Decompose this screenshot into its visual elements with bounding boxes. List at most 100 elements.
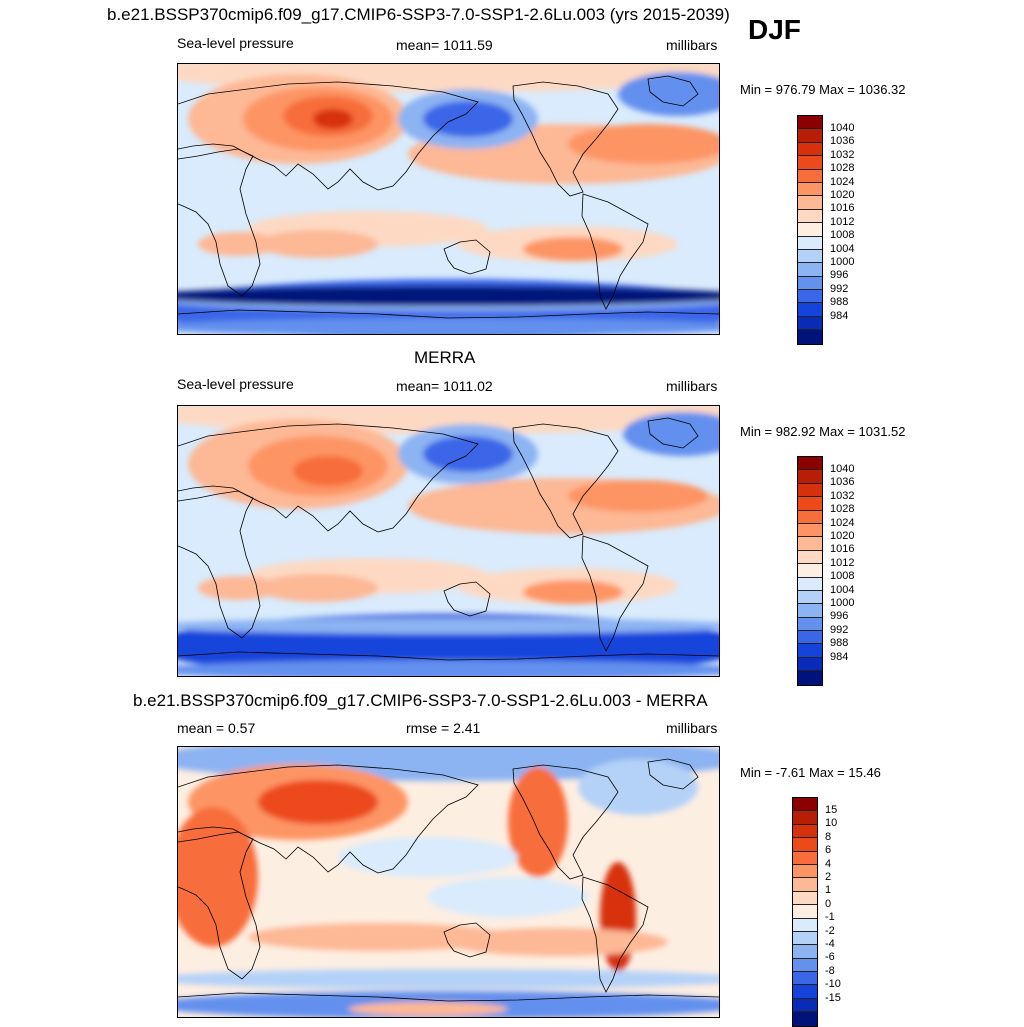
- colorbar-boxes: [797, 115, 823, 345]
- colorbar-tick-label: 1012: [830, 556, 855, 569]
- colorbar-box: [798, 457, 822, 471]
- colorbar-box: [798, 156, 822, 170]
- field-contour: [178, 618, 719, 634]
- colorbar-tick-label: -1: [825, 911, 835, 924]
- colorbar-box: [798, 510, 822, 524]
- colorbar-box: [798, 537, 822, 551]
- colorbar-box: [798, 169, 822, 183]
- colorbar-tick-label: 1032: [830, 489, 855, 502]
- colorbar-tick-label: 1016: [830, 202, 855, 215]
- colorbar-box: [798, 276, 822, 291]
- panel2-mean-label: mean= 1011.02: [396, 378, 493, 394]
- colorbar-box: [793, 958, 817, 973]
- colorbar-tick-label: 988: [830, 637, 849, 650]
- season-label: DJF: [748, 14, 801, 45]
- colorbar-box: [793, 972, 817, 986]
- panel2-map: [177, 405, 720, 677]
- colorbar-box: [798, 631, 822, 645]
- coastline: [178, 309, 719, 319]
- colorbar-tick-label: 1040: [830, 121, 855, 134]
- panel3-map: [177, 746, 720, 1018]
- colorbar-tick-label: 1004: [830, 242, 855, 255]
- field-contour: [568, 124, 719, 164]
- coastline: [443, 581, 491, 617]
- coastline: [178, 423, 479, 533]
- field-contour: [568, 480, 708, 512]
- colorbar-box: [798, 142, 822, 157]
- colorbar-tick-label: 4: [825, 857, 832, 870]
- panel3-rmse-label: rmse = 2.41: [406, 720, 481, 736]
- colorbar-tick-label: 988: [830, 296, 849, 309]
- colorbar-tick-label: 984: [830, 650, 849, 663]
- colorbar-box: [798, 249, 822, 264]
- colorbar-box: [798, 671, 822, 685]
- field-contour: [448, 928, 668, 956]
- coastline: [512, 81, 619, 197]
- colorbar-box: [798, 577, 822, 591]
- colorbar-box: [798, 263, 822, 277]
- colorbar-box: [793, 824, 817, 839]
- colorbar-box: [793, 918, 817, 932]
- colorbar-tick-label: 996: [830, 610, 849, 623]
- colorbar-box: [798, 129, 822, 143]
- colorbar-box: [798, 657, 822, 672]
- colorbar-box: [793, 798, 817, 812]
- field-contour: [348, 1002, 508, 1016]
- field-contour: [428, 877, 588, 917]
- panel1-map: [177, 63, 720, 335]
- colorbar-tick-label: 1: [825, 884, 832, 897]
- colorbar-tick-label: 984: [830, 309, 849, 322]
- coastline: [647, 758, 699, 790]
- colorbar-tick-label: 1028: [830, 503, 855, 516]
- colorbar-tick-label: 6: [825, 844, 832, 857]
- colorbar-box: [798, 497, 822, 511]
- colorbar-tick-label: 1032: [830, 148, 855, 161]
- field-contour: [178, 807, 258, 947]
- colorbar-tick-label: 2: [825, 870, 832, 883]
- colorbar-tick-label: 1020: [830, 188, 855, 201]
- field-contour: [258, 574, 378, 602]
- panel3-minmax: Min = -7.61 Max = 15.46: [740, 765, 881, 780]
- colorbar-box: [798, 290, 822, 304]
- colorbar-box: [798, 236, 822, 250]
- panel2-title: MERRA: [414, 348, 476, 367]
- field-contour: [578, 759, 698, 815]
- field-contour: [178, 318, 719, 334]
- coastline: [443, 922, 491, 958]
- coastline: [581, 535, 649, 652]
- colorbar-box: [798, 604, 822, 618]
- colorbar-tick-label: 1016: [830, 543, 855, 556]
- field-contour: [523, 237, 623, 261]
- colorbar-box: [793, 891, 817, 906]
- coastline: [647, 417, 699, 449]
- colorbar-box: [798, 196, 822, 210]
- field-contour: [198, 232, 278, 256]
- colorbar-box: [798, 330, 822, 344]
- colorbar-box: [798, 550, 822, 565]
- colorbar-box: [798, 470, 822, 484]
- panel1-units-label: millibars: [666, 37, 718, 53]
- field-contour: [508, 767, 568, 877]
- colorbar-tick-label: -2: [825, 924, 835, 937]
- field-contour: [178, 286, 719, 306]
- colorbar-tick-label: -4: [825, 937, 835, 950]
- colorbar-tick-label: 1036: [830, 135, 855, 148]
- colorbar-tick-label: 1000: [830, 596, 855, 609]
- colorbar-tick-label: 1040: [830, 462, 855, 475]
- colorbar-box: [793, 811, 817, 825]
- panel3-mean-label: mean = 0.57: [177, 720, 256, 736]
- colorbar-tick-label: 1012: [830, 215, 855, 228]
- coastline: [178, 651, 719, 661]
- field-contour: [600, 862, 636, 972]
- colorbar-box: [793, 878, 817, 892]
- coastline: [647, 75, 699, 107]
- coastline: [178, 992, 719, 1002]
- field-contour: [618, 72, 719, 116]
- coastline: [443, 239, 491, 275]
- colorbar-box: [793, 998, 817, 1013]
- field-contour: [178, 660, 719, 676]
- field-contour: [423, 101, 513, 137]
- coastline: [512, 423, 619, 539]
- colorbar-tick-label: 1008: [830, 229, 855, 242]
- colorbar-box: [798, 523, 822, 538]
